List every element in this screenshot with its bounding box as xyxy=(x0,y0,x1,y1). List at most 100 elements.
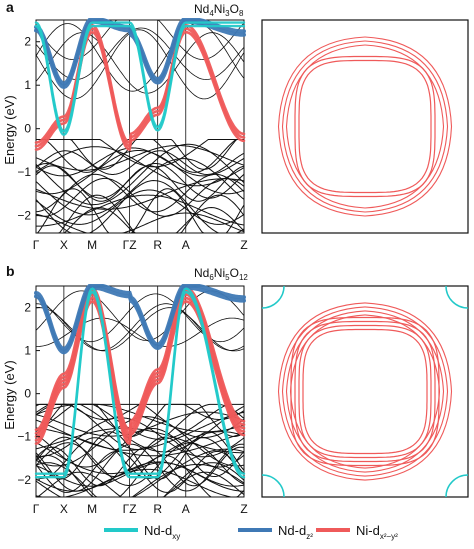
band-structure-b xyxy=(34,284,246,498)
band-line-other xyxy=(35,431,245,480)
fermi-arm-ni xyxy=(277,302,366,392)
band-line-other xyxy=(35,443,245,492)
fermi-contour-nd-dxy xyxy=(262,286,285,309)
fermi-arm-ni xyxy=(281,126,366,213)
band-line-other xyxy=(35,32,245,94)
band-line-other xyxy=(35,468,244,498)
fermi-arm-ni xyxy=(364,44,445,127)
legend: Nd-dxy Nd-dz² Ni-dx²−y² xyxy=(104,523,398,541)
xtick-label: Z xyxy=(240,502,247,516)
band-series-nd-dz2 xyxy=(34,284,246,351)
band-structure-a xyxy=(34,18,246,234)
band-line-other xyxy=(35,179,245,234)
fermi-arm-ni xyxy=(364,126,445,209)
xtick-label: X xyxy=(60,238,68,252)
ytick-label: 2 xyxy=(24,301,31,315)
band-line-other xyxy=(35,173,245,213)
ytick-label: 1 xyxy=(24,78,31,92)
fermi-arm-ni xyxy=(277,36,366,127)
xtick-label: A xyxy=(182,502,190,516)
band-line-other xyxy=(36,188,245,234)
band-line-other xyxy=(35,158,245,216)
title-b-sub-0: 6 xyxy=(209,273,214,282)
fermi-arm-ni xyxy=(281,306,366,392)
fermi-arm-ni xyxy=(364,310,445,392)
title-b-part-1: Ni xyxy=(214,266,225,280)
title-a-sub-1: 3 xyxy=(225,9,230,18)
fermi-arm-ni xyxy=(285,391,366,473)
xtick-label: Γ xyxy=(33,238,40,252)
title-a-part-2: O xyxy=(230,2,239,16)
fermi-arm-ni xyxy=(364,306,449,392)
ylabel-a: Energy (eV) xyxy=(2,95,17,164)
band-line-other xyxy=(36,194,245,234)
ytick-label: −1 xyxy=(17,430,31,444)
panel-a: a Nd4Ni3O8 Energy (eV) 2 1 0 −1 −2 Γ X M ΓZ R A Z xyxy=(2,0,469,252)
fermi-arm-ni xyxy=(364,126,453,217)
band-line-other xyxy=(35,165,245,202)
panel-letter-b: b xyxy=(6,263,15,279)
ytick-label: −2 xyxy=(17,209,31,223)
ytick-label: −1 xyxy=(17,165,31,179)
band-line-other xyxy=(35,178,245,210)
panel-a-title: Nd4Ni3O8 xyxy=(194,2,244,18)
band-line-other xyxy=(35,431,245,475)
title-b-part-2: O xyxy=(230,266,239,280)
title-a-sub-0: 4 xyxy=(209,9,214,18)
fermi-contour-nd-dxy xyxy=(445,286,468,309)
fermi-contours xyxy=(277,36,453,217)
band-series-ni-dx2y2 xyxy=(34,23,246,145)
fermi-contour-ni xyxy=(298,59,432,194)
fermi-contour-ni xyxy=(294,55,436,198)
title-b-sub-2: 12 xyxy=(239,273,248,282)
fermi-arm-ni xyxy=(285,310,366,392)
title-b-sub-1: 5 xyxy=(225,273,230,282)
panel-b-title: Nd6Ni5O12 xyxy=(194,266,248,282)
band-line-other xyxy=(35,189,245,225)
band-line-other xyxy=(36,317,245,347)
legend-label: Nd-dz² xyxy=(278,523,313,541)
fermi-arm-ni xyxy=(289,391,366,469)
band-line-other xyxy=(35,150,245,176)
xtick-label: M xyxy=(87,238,97,252)
fermi-arm-ni xyxy=(364,36,453,127)
title-a-part-1: Ni xyxy=(214,2,225,16)
xtick-label: X xyxy=(60,502,68,516)
band-series-nd-dxy xyxy=(34,21,246,133)
ytick-label: 1 xyxy=(24,344,31,358)
band-line-other xyxy=(35,427,245,457)
fermi-surface-b xyxy=(261,285,469,498)
xticks-a: Γ X M ΓZ R A Z xyxy=(33,238,248,252)
xtick-label: R xyxy=(153,238,162,252)
band-line-other xyxy=(36,463,245,498)
band-line-other xyxy=(35,23,245,92)
ylabel-b: Energy (eV) xyxy=(2,360,17,429)
legend-label: Ni-dx²−y² xyxy=(356,523,398,541)
band-line-other xyxy=(35,143,245,206)
fermi-surface-frame xyxy=(261,19,469,234)
yticks-a: 2 1 0 −1 −2 xyxy=(17,35,40,223)
band-line-other xyxy=(35,177,245,217)
fermi-arm-ni xyxy=(285,44,366,127)
fermi-arm-ni xyxy=(364,302,453,392)
xtick-label: Z xyxy=(240,238,247,252)
band-line-other xyxy=(35,29,245,100)
fermi-contour-nd-dxy xyxy=(445,474,468,497)
fermi-arm-ni xyxy=(364,314,441,392)
band-line-other xyxy=(36,194,245,227)
band-line-other xyxy=(35,146,245,187)
fermi-arm-ni xyxy=(364,391,449,477)
fermi-arm-ni xyxy=(364,40,449,127)
band-line-other xyxy=(35,411,245,437)
band-series-nd-dxy xyxy=(34,287,246,475)
band-series-ni-dx2y2 xyxy=(34,286,246,432)
panel-letter-a: a xyxy=(6,0,14,15)
fermi-contour-ni xyxy=(302,328,428,455)
fermi-arm-ni xyxy=(364,391,441,469)
fermi-contour-ni xyxy=(298,324,432,459)
xtick-label: ΓZ xyxy=(123,238,137,252)
xtick-label: M xyxy=(87,502,97,516)
panel-b: b Nd6Ni5O12 Energy (eV) 2 1 0 −1 −2 Γ X M ΓZ R A Z xyxy=(2,263,469,516)
title-b-part-0: Nd xyxy=(194,266,209,280)
